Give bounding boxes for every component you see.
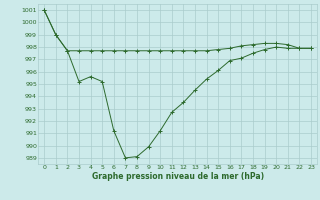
X-axis label: Graphe pression niveau de la mer (hPa): Graphe pression niveau de la mer (hPa) (92, 172, 264, 181)
